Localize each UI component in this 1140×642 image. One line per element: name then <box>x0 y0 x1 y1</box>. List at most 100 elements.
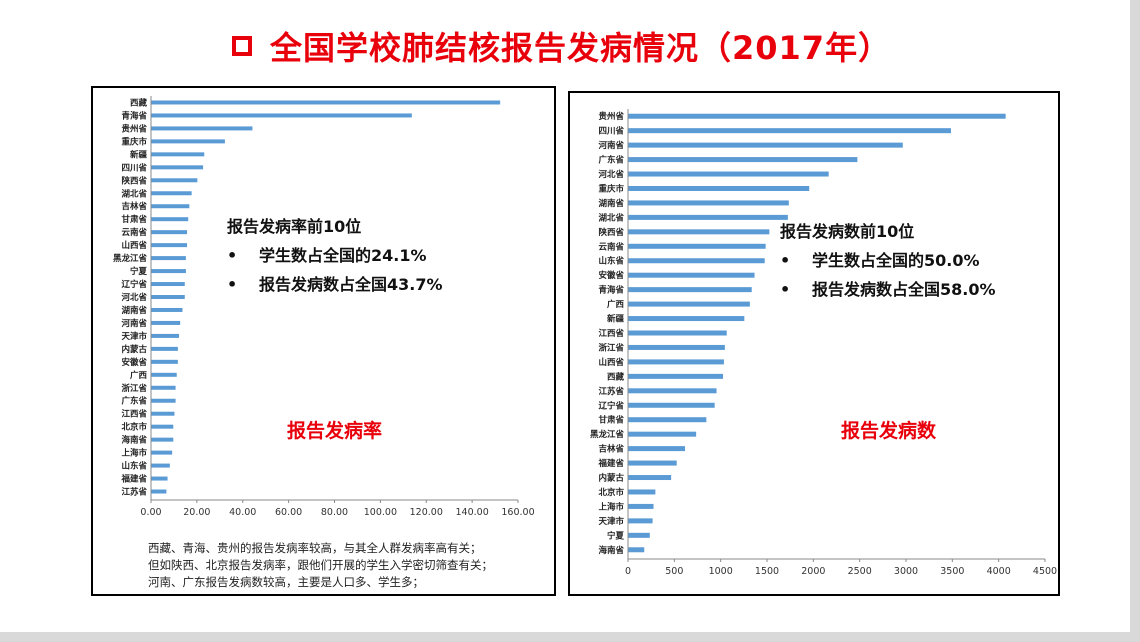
count-category-label: 宁夏 <box>607 530 625 541</box>
rate-note-bullet-1: • 学生数占全国的24.1% <box>227 241 443 270</box>
rate-category-label: 福建省 <box>120 474 147 485</box>
incidence-rate-chart: 西藏青海省贵州省重庆市新疆四川省陕西省湖北省吉林省甘肃省云南省山西省黑龙江省宁夏… <box>113 96 535 518</box>
count-note-heading: 报告发病数前10位 <box>780 222 915 241</box>
count-bar <box>628 316 745 322</box>
count-category-label: 西藏 <box>607 371 625 382</box>
rate-category-label: 山西省 <box>121 240 147 251</box>
rate-x-tick-label: 40.00 <box>229 507 256 518</box>
rate-bar <box>151 217 189 222</box>
rate-bar <box>151 152 205 157</box>
rate-x-tick-label: 140.00 <box>456 507 489 518</box>
rate-bar <box>151 100 501 105</box>
count-bar <box>628 547 645 553</box>
rate-x-tick-label: 60.00 <box>275 507 302 518</box>
rate-bar <box>151 372 177 377</box>
rate-category-label: 云南省 <box>121 227 147 238</box>
count-x-tick-label: 3000 <box>894 566 918 577</box>
count-bar <box>628 185 810 191</box>
count-x-tick-label: 4000 <box>987 566 1011 577</box>
rate-category-label: 广东省 <box>121 396 147 407</box>
rate-bar <box>151 489 167 494</box>
count-x-tick-label: 500 <box>665 566 683 577</box>
rate-category-label: 四川省 <box>121 162 147 173</box>
count-bar <box>628 128 951 134</box>
rate-bar <box>151 295 185 299</box>
slide-frame-bottom <box>0 632 1140 642</box>
rate-bar <box>151 359 178 364</box>
count-category-label: 甘肃省 <box>598 415 624 426</box>
count-category-label: 湖北省 <box>598 212 624 223</box>
rate-bar <box>151 269 186 274</box>
slide-title: 全国学校肺结核报告发病情况（2017年） <box>270 29 892 67</box>
count-bar <box>628 388 717 394</box>
rate-category-label: 安徽省 <box>121 357 147 368</box>
count-bar <box>628 330 727 336</box>
rate-bar <box>151 165 204 170</box>
count-category-label: 贵州省 <box>598 111 624 122</box>
count-bar <box>628 431 697 437</box>
count-bar <box>628 214 788 220</box>
count-category-label: 河北省 <box>598 169 624 180</box>
count-bar <box>628 287 752 293</box>
count-x-tick-label: 2000 <box>801 566 825 577</box>
count-bar <box>628 475 672 481</box>
rate-x-tick-label: 80.00 <box>321 507 348 518</box>
count-bar <box>628 258 765 264</box>
count-x-tick-label: 2500 <box>848 566 872 577</box>
rate-x-tick-label: 100.00 <box>364 507 397 518</box>
count-category-label: 江西省 <box>598 328 624 339</box>
rate-bar <box>151 450 173 455</box>
rate-bar <box>151 424 174 429</box>
rate-category-label: 海南省 <box>121 435 147 446</box>
count-category-label: 云南省 <box>598 241 624 252</box>
rate-category-label: 甘肃省 <box>121 214 147 225</box>
rate-category-label: 湖南省 <box>121 305 147 316</box>
count-bar <box>628 157 858 163</box>
count-bar <box>628 301 750 307</box>
count-bar <box>628 402 715 408</box>
rate-category-label: 吉林省 <box>121 201 147 212</box>
case-count-chart-panel: 贵州省 四川省 河南省 广东省 河北省 重庆市 湖南省 湖北省 陕西省 云南省 山东省 安徽省 青海省广… <box>568 91 1060 596</box>
rate-x-tick-label: 160.00 <box>501 507 534 518</box>
rate-chart-label: 报告发病率 <box>287 420 383 442</box>
rate-x-tick-label: 20.00 <box>183 507 210 518</box>
rate-category-label: 重庆市 <box>121 136 147 147</box>
case-count-chart: 贵州省四川省河南省广东省河北省重庆市湖南省湖北省陕西省云南省山东省安徽省青海省广… <box>590 109 1057 577</box>
rate-category-label: 天津市 <box>121 331 147 342</box>
rate-bar <box>151 463 170 468</box>
rate-category-label: 江苏省 <box>121 487 147 498</box>
count-category-label: 四川省 <box>598 126 624 137</box>
rate-bar <box>151 346 178 351</box>
count-category-label: 北京市 <box>598 487 624 498</box>
rate-note-heading: 报告发病率前10位 <box>227 217 362 236</box>
count-bar <box>628 171 829 177</box>
count-category-label: 山东省 <box>598 256 624 267</box>
count-chart-label: 报告发病数 <box>841 420 937 442</box>
rate-bar <box>151 204 190 209</box>
slide-frame-right <box>1130 0 1140 642</box>
count-bar <box>628 489 656 495</box>
rate-category-label: 黑龙江省 <box>113 253 148 264</box>
count-x-tick-label: 1000 <box>709 566 733 577</box>
rate-bar <box>151 230 188 235</box>
count-category-label: 山西省 <box>598 357 624 368</box>
rate-category-label: 宁夏 <box>130 266 148 277</box>
count-x-tick-label: 1500 <box>755 566 779 577</box>
count-bar <box>628 446 686 452</box>
count-category-label: 湖南省 <box>598 198 624 209</box>
count-x-tick-label: 3500 <box>940 566 964 577</box>
count-category-label: 河南省 <box>598 140 624 151</box>
rate-category-label: 广西 <box>130 370 148 381</box>
count-category-label: 安徽省 <box>598 270 624 281</box>
count-bar <box>628 272 755 278</box>
count-bar <box>628 518 653 524</box>
count-bar <box>628 373 724 379</box>
rate-bar <box>151 243 188 248</box>
rate-category-label: 贵州省 <box>121 123 147 134</box>
count-x-tick-label: 0 <box>625 566 631 577</box>
count-category-label: 黑龙江省 <box>590 429 625 440</box>
rate-bar <box>151 191 192 196</box>
count-bar <box>628 359 724 365</box>
rate-category-label: 河南省 <box>121 318 147 329</box>
rate-bar <box>151 178 198 183</box>
